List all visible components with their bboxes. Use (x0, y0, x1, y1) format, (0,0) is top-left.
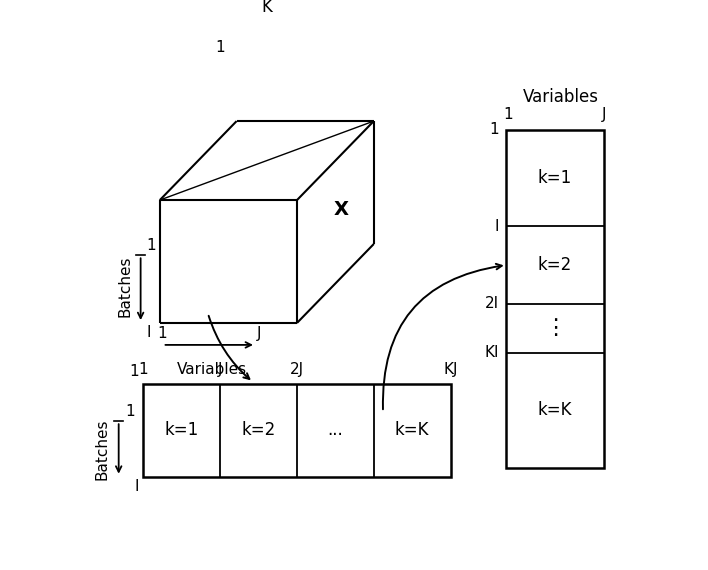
Text: k=2: k=2 (241, 421, 275, 439)
Text: X: X (333, 200, 348, 219)
Text: Batches: Batches (95, 418, 110, 480)
Text: I: I (135, 479, 139, 494)
Text: k=2: k=2 (538, 256, 572, 274)
Text: 1: 1 (139, 361, 148, 377)
Text: 1: 1 (130, 364, 139, 379)
Text: J: J (602, 107, 607, 122)
Text: 2I: 2I (485, 296, 499, 311)
Bar (143, 384, 451, 477)
Text: ...: ... (328, 421, 343, 439)
Text: I: I (146, 325, 151, 340)
Text: k=K: k=K (537, 401, 572, 420)
Text: Variables: Variables (177, 363, 247, 377)
Text: KI: KI (484, 345, 499, 360)
Text: k=1: k=1 (538, 169, 572, 187)
Text: K: K (262, 0, 273, 16)
Polygon shape (297, 121, 374, 323)
Text: k=1: k=1 (165, 421, 199, 439)
Text: 1: 1 (215, 40, 225, 55)
Bar (506, 130, 605, 468)
Text: 1: 1 (489, 123, 499, 137)
Text: Batches: Batches (118, 255, 133, 317)
Text: KJ: KJ (443, 361, 458, 377)
Polygon shape (160, 200, 297, 323)
Text: k=K: k=K (395, 421, 430, 439)
Text: I: I (494, 219, 499, 234)
Polygon shape (160, 121, 374, 200)
Text: J: J (218, 361, 222, 377)
Text: 1: 1 (146, 238, 156, 253)
Text: J: J (256, 327, 261, 341)
Text: Variables: Variables (523, 88, 598, 105)
Text: 1: 1 (158, 327, 167, 341)
Text: 1: 1 (503, 107, 513, 122)
Text: 2J: 2J (290, 361, 304, 377)
Text: ⋮: ⋮ (544, 319, 566, 339)
Text: 1: 1 (125, 404, 135, 419)
